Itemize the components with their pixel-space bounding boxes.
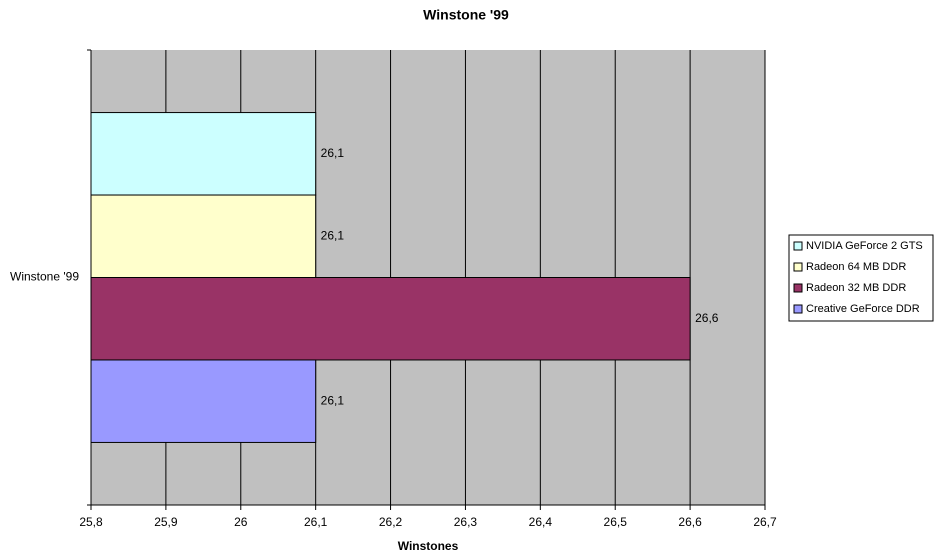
legend-swatch xyxy=(793,241,803,251)
value-label: 26,1 xyxy=(321,393,345,407)
value-label: 26,1 xyxy=(321,228,345,242)
legend-swatch xyxy=(793,283,803,293)
legend-label: Radeon 64 MB DDR xyxy=(806,261,906,273)
x-tick-label: 26,3 xyxy=(454,515,478,529)
bar xyxy=(90,194,317,278)
x-tick-label: 25,8 xyxy=(79,515,103,529)
value-label: 26,6 xyxy=(695,311,719,325)
legend-box xyxy=(788,234,934,322)
bar xyxy=(90,359,317,443)
legend-swatch xyxy=(793,304,803,314)
legend-swatch xyxy=(793,262,803,272)
x-tick-label: 26,6 xyxy=(678,515,702,529)
legend-label: Creative GeForce DDR xyxy=(806,303,920,315)
x-axis-title: Winstones xyxy=(398,539,459,553)
legend-label: Radeon 32 MB DDR xyxy=(806,282,906,294)
x-tick-label: 26,4 xyxy=(529,515,553,529)
bar xyxy=(90,112,317,196)
x-tick-label: 25,9 xyxy=(154,515,178,529)
value-label: 26,1 xyxy=(321,146,345,160)
x-tick-label: 26,5 xyxy=(604,515,628,529)
x-tick-label: 26,2 xyxy=(379,515,403,529)
x-tick-label: 26,7 xyxy=(753,515,777,529)
bar xyxy=(90,277,691,361)
y-tick-label: Winstone '99 xyxy=(10,270,79,284)
legend-label: NVIDIA GeForce 2 GTS xyxy=(806,240,923,252)
x-tick-label: 26,1 xyxy=(304,515,328,529)
chart-title: Winstone '99 xyxy=(423,7,509,23)
x-tick-label: 26 xyxy=(234,515,248,529)
